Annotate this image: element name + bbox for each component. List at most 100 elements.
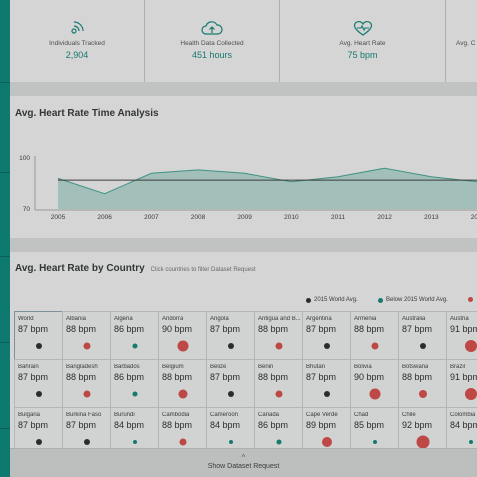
- country-name: Cambodia: [162, 412, 190, 418]
- heart-rate-line-chart: 100 70 2005 2006 2007 2008 2009 2010 2011 2012 201…: [19, 155, 477, 221]
- country-name: Canada: [258, 412, 280, 418]
- country-cell[interactable]: Albania 88 bpm: [62, 311, 111, 360]
- country-cell[interactable]: Argentina 87 bpm: [302, 311, 351, 360]
- stats-row: Individuals Tracked 2,904 Health Data Co…: [10, 0, 477, 82]
- country-cell[interactable]: Botswana 88 bpm: [398, 359, 447, 408]
- country-name: Burkina Faso: [66, 412, 102, 418]
- country-cell[interactable]: Antigua and B... 88 bpm: [254, 311, 303, 360]
- country-cell[interactable]: Australia 87 bpm: [398, 311, 447, 360]
- country-bpm: 87 bpm: [210, 324, 241, 334]
- country-cell[interactable]: Cape Verde 89 bpm: [302, 407, 351, 456]
- country-bpm: 84 bpm: [450, 420, 477, 430]
- country-bpm: 85 bpm: [354, 420, 385, 430]
- country-cell[interactable]: Belize 87 bpm: [206, 359, 255, 408]
- country-cell[interactable]: Angola 87 bpm: [206, 311, 255, 360]
- heart-rate-dot: [132, 391, 138, 397]
- country-cell[interactable]: World 87 bpm: [14, 311, 63, 360]
- stat-label: Health Data Collected: [180, 40, 244, 47]
- country-name: Brazil: [450, 364, 466, 370]
- heart-rate-dot: [324, 391, 330, 397]
- series-area: [58, 168, 477, 209]
- x-tick-label: 2011: [331, 214, 345, 221]
- country-cell[interactable]: Chile 92 bpm: [398, 407, 447, 456]
- sidebar-divider: [0, 342, 10, 343]
- country-panel-title: Avg. Heart Rate by Country Click countrie…: [15, 263, 256, 274]
- country-cell[interactable]: Burundi 84 bpm: [110, 407, 159, 456]
- legend-dot: [378, 297, 383, 303]
- country-bpm: 86 bpm: [114, 372, 145, 382]
- legend-world-avg: 2015 World Avg.: [306, 297, 358, 303]
- time-analysis-title: Avg. Heart Rate Time Analysis: [15, 108, 159, 119]
- country-bpm: 84 bpm: [210, 420, 241, 430]
- country-cell[interactable]: Bangladesh 88 bpm: [62, 359, 111, 408]
- country-cell[interactable]: Armenia 88 bpm: [350, 311, 399, 360]
- x-tick-label: 2009: [237, 214, 252, 221]
- y-tick-label: 100: [19, 155, 30, 162]
- country-cell[interactable]: Brazil 91 bpm: [446, 359, 477, 408]
- cloud-upload-icon: [201, 20, 223, 41]
- country-cell[interactable]: Cameroon 84 bpm: [206, 407, 255, 456]
- country-cell[interactable]: Bulgaria 87 bpm: [14, 407, 63, 456]
- heart-rate-dot: [416, 435, 430, 449]
- country-cell[interactable]: Barbados 86 bpm: [110, 359, 159, 408]
- stat-label: Individuals Tracked: [49, 40, 105, 47]
- heart-rate-dot: [36, 391, 42, 397]
- country-name: Andorra: [162, 316, 184, 322]
- country-cell[interactable]: Bhutan 87 bpm: [302, 359, 351, 408]
- heart-rate-dot: [419, 390, 427, 398]
- country-bpm: 88 bpm: [66, 372, 97, 382]
- country-name: Belize: [210, 364, 227, 370]
- x-tick-label: 2008: [191, 214, 206, 221]
- country-bpm: 92 bpm: [402, 420, 433, 430]
- heart-pulse-icon: [352, 20, 374, 41]
- country-bpm: 88 bpm: [162, 372, 193, 382]
- country-cell[interactable]: Austria 91 bpm: [446, 311, 477, 360]
- country-name: Botswana: [402, 364, 429, 370]
- country-bpm: 86 bpm: [258, 420, 289, 430]
- country-cell[interactable]: Canada 86 bpm: [254, 407, 303, 456]
- stat-card-partial: Avg. C: [446, 0, 477, 82]
- heart-rate-dot: [228, 391, 234, 397]
- country-subtitle: Click countries to filter Dataset Reques…: [150, 267, 256, 273]
- heart-rate-dot: [469, 440, 473, 444]
- show-dataset-request-button[interactable]: ^ Show Dataset Request: [10, 448, 477, 477]
- country-cell[interactable]: Burkina Faso 87 bpm: [62, 407, 111, 456]
- heart-rate-dot: [465, 388, 477, 400]
- country-bpm: 88 bpm: [66, 324, 97, 334]
- country-cell[interactable]: Andorra 90 bpm: [158, 311, 207, 360]
- country-cell[interactable]: Benin 88 bpm: [254, 359, 303, 408]
- legend-dot: [306, 297, 311, 303]
- country-cell[interactable]: Bahrain 87 bpm: [14, 359, 63, 408]
- country-cell[interactable]: Algeria 86 bpm: [110, 311, 159, 360]
- country-grid: World 87 bpm Albania 88 bpm Algeria 86 bpm And…: [14, 311, 477, 456]
- sidebar-divider: [0, 256, 10, 257]
- country-bpm: 86 bpm: [114, 324, 145, 334]
- heart-rate-dot: [465, 340, 477, 352]
- country-cell[interactable]: Colombia 84 bpm: [446, 407, 477, 456]
- heart-rate-dot: [177, 340, 189, 352]
- country-name: Algeria: [114, 316, 133, 322]
- country-name: Benin: [258, 364, 274, 370]
- sidebar-divider: [0, 82, 10, 83]
- country-bpm: 88 bpm: [258, 324, 289, 334]
- country-bpm: 87 bpm: [306, 372, 337, 382]
- country-cell[interactable]: Chad 85 bpm: [350, 407, 399, 456]
- chevron-up-icon: ^: [241, 453, 246, 462]
- stat-value: 75 bpm: [347, 50, 378, 60]
- country-cell[interactable]: Bolivia 90 bpm: [350, 359, 399, 408]
- stat-value: 2,904: [65, 50, 89, 60]
- country-bpm: 87 bpm: [18, 420, 49, 430]
- wifi-person-icon: [69, 20, 85, 41]
- country-bpm: 88 bpm: [162, 420, 193, 430]
- legend-above-avg: [468, 297, 476, 302]
- country-bpm: 87 bpm: [66, 420, 97, 430]
- country-cell[interactable]: Belgium 88 bpm: [158, 359, 207, 408]
- legend-dot: [468, 297, 473, 302]
- country-bpm: 89 bpm: [306, 420, 337, 430]
- country-name: Armenia: [354, 316, 377, 322]
- heart-rate-dot: [83, 342, 91, 350]
- country-name: Bolivia: [354, 364, 372, 370]
- stat-card-health-data: Health Data Collected 451 hours: [145, 0, 280, 82]
- country-cell[interactable]: Cambodia 88 bpm: [158, 407, 207, 456]
- series-line: [57, 167, 477, 195]
